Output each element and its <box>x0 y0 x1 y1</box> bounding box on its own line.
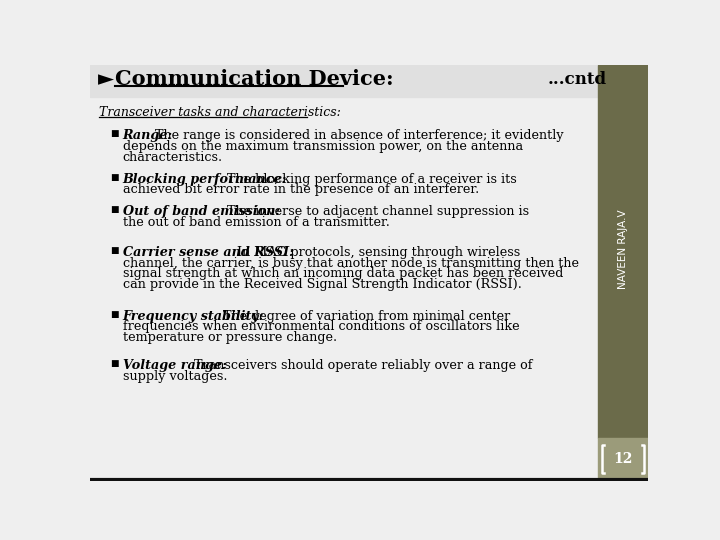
Text: can provide in the Received Signal Strength Indicator (RSSI).: can provide in the Received Signal Stren… <box>122 278 521 291</box>
Text: characteristics.: characteristics. <box>122 151 222 164</box>
Text: signal strength at which an incoming data packet has been received: signal strength at which an incoming dat… <box>122 267 563 280</box>
Text: NAVEEN RAJA.V: NAVEEN RAJA.V <box>618 210 628 289</box>
Text: Blocking performance:: Blocking performance: <box>122 173 287 186</box>
Text: achieved bit error rate in the presence of an interferer.: achieved bit error rate in the presence … <box>122 184 479 197</box>
Bar <box>90 65 598 97</box>
Text: supply voltages.: supply voltages. <box>122 370 227 383</box>
Text: The blocking performance of a receiver is its: The blocking performance of a receiver i… <box>223 173 517 186</box>
Bar <box>598 65 648 438</box>
Text: Transceiver tasks and characteristics:: Transceiver tasks and characteristics: <box>99 106 341 119</box>
Text: temperature or pressure change.: temperature or pressure change. <box>122 331 337 344</box>
Text: In MAC protocols, sensing through wireless: In MAC protocols, sensing through wirele… <box>233 246 521 259</box>
Text: the out of band emission of a transmitter.: the out of band emission of a transmitte… <box>122 215 390 229</box>
Text: frequencies when environmental conditions of oscillators like: frequencies when environmental condition… <box>122 320 519 333</box>
Text: depends on the maximum transmission power, on the antenna: depends on the maximum transmission powe… <box>122 140 523 153</box>
Text: Voltage range:: Voltage range: <box>122 359 226 372</box>
Text: Transceivers should operate reliably over a range of: Transceivers should operate reliably ove… <box>190 359 532 372</box>
Text: ■: ■ <box>110 359 119 368</box>
Text: ■: ■ <box>110 173 119 181</box>
Text: Range:: Range: <box>122 130 173 143</box>
Text: Carrier sense and RSSI:: Carrier sense and RSSI: <box>122 246 294 259</box>
Text: ■: ■ <box>110 309 119 319</box>
Text: Frequency stability:: Frequency stability: <box>122 309 264 323</box>
Text: ►: ► <box>98 70 114 90</box>
Text: The degree of variation from minimal center: The degree of variation from minimal cen… <box>219 309 510 323</box>
Text: channel, the carrier, is busy that another node is transmitting then the: channel, the carrier, is busy that anoth… <box>122 256 579 269</box>
Text: 12: 12 <box>613 452 632 466</box>
Bar <box>598 438 648 481</box>
Text: ...cntd: ...cntd <box>547 71 606 88</box>
Text: ■: ■ <box>110 246 119 255</box>
Text: ■: ■ <box>110 130 119 138</box>
Text: Out of band emission:: Out of band emission: <box>122 205 279 218</box>
Text: The range is considered in absence of interference; it evidently: The range is considered in absence of in… <box>151 130 564 143</box>
Text: ■: ■ <box>110 205 119 214</box>
Text: The inverse to adjacent channel suppression is: The inverse to adjacent channel suppress… <box>223 205 530 218</box>
Text: Communication Device:: Communication Device: <box>114 70 393 90</box>
